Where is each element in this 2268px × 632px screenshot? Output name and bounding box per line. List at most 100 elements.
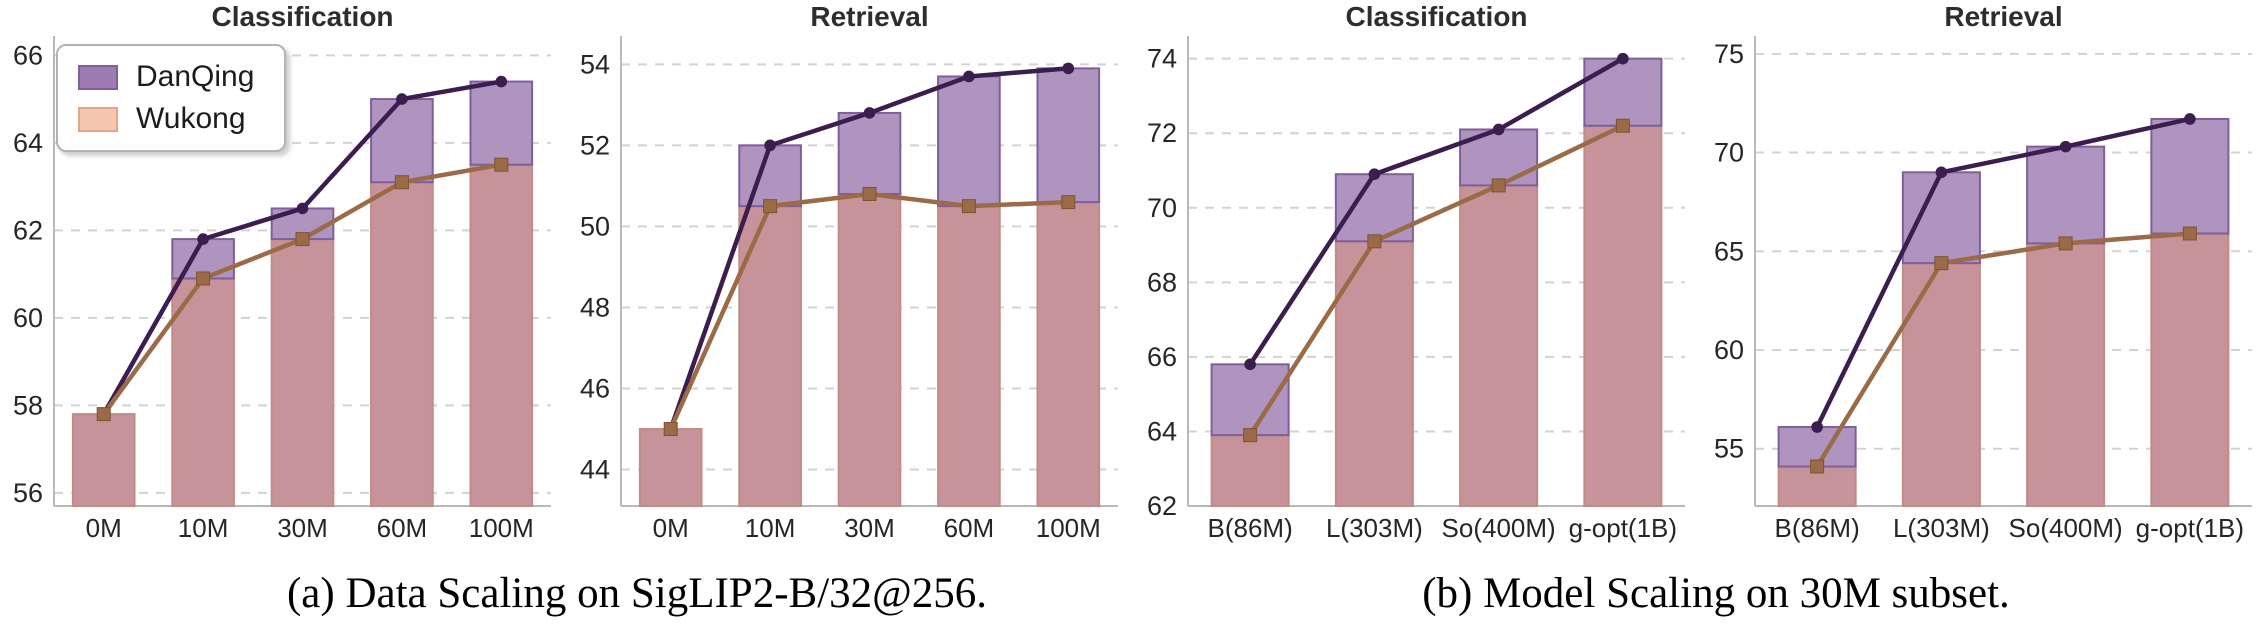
chart-title: Retrieval [1944,1,2062,32]
y-tick-label: 48 [580,292,610,322]
danqing-bar [370,98,434,184]
wukong-bar [1583,124,1663,508]
wukong-marker [96,407,111,422]
y-tick-label: 66 [13,40,43,70]
wukong-marker [663,422,678,437]
x-tick-label: 30M [277,513,328,543]
captions-row: (a) Data Scaling on SigLIP2-B/32@256. (b… [0,554,2268,632]
x-tick-label: So(400M) [1442,513,1556,543]
wukong-bar [1459,184,1539,507]
panel-model-scaling-retrieval: 55 60 65 70 75 B(86M) L(303M) So(400M) g-opt(1B)… [1701,0,2268,554]
wukong-bar [937,205,1001,507]
danqing-bar [1901,171,1981,265]
danqing-marker [764,139,776,152]
caption-b: (b) Model Scaling on 30M subset. [1422,569,2010,617]
y-tick-label: 68 [1147,267,1177,297]
danqing-bar [1036,67,1101,204]
bars [71,80,534,507]
y-tick-label: 70 [1147,193,1177,223]
x-tick-labels: B(86M) L(303M) So(400M) g-opt(1B) [1208,513,1678,543]
y-tick-label: 70 [1714,138,1744,168]
wukong-marker [1934,256,1949,271]
chart-title: Classification [1345,1,1527,32]
danqing-bar [937,75,1001,208]
y-tick-label: 60 [13,303,43,333]
danqing-marker [1617,52,1629,65]
markers [1243,52,1630,443]
y-tick-label: 46 [580,373,610,403]
x-tick-label: 60M [377,513,428,543]
wukong-bar [2150,232,2230,507]
y-tick-label: 50 [580,211,610,241]
wukong-bar [1210,434,1290,507]
x-tick-labels: 0M 10M 30M 60M 100M [653,513,1101,543]
danqing-line [1814,116,2193,430]
danqing-marker [2184,113,2196,125]
x-tick-label: g-opt(1B) [1569,513,1677,543]
wukong-marker [196,271,211,286]
x-tick-label: 30M [844,513,895,543]
y-tick-label: 55 [1714,434,1744,464]
x-tick-label: 60M [944,513,995,543]
wukong-bar [171,277,235,507]
wukong-marker [1491,178,1506,193]
legend-item-danqing: DanQing [78,62,254,92]
y-tick-label: 54 [580,49,610,79]
legend: DanQing Wukong [56,44,287,152]
retrieval-data-scaling-chart: 44 46 48 50 52 54 0M 10M 30M 60M 100M Retrieval [580,1,1118,543]
y-tick-labels: 44 46 48 50 52 54 [580,49,610,484]
danqing-marker [1811,421,1823,433]
gridlines [54,54,551,494]
markers [1810,113,2197,474]
danqing-marker [2059,140,2072,153]
danqing-bar [2026,145,2106,245]
y-tick-labels: 56 58 60 62 64 66 [13,40,43,508]
danqing-marker [296,202,309,215]
wukong-marker [2058,236,2073,251]
x-tick-label: 10M [745,513,796,543]
wukong-marker [2182,226,2197,241]
danqing-marker [1368,168,1381,181]
chart-title: Retrieval [810,1,928,32]
danqing-bar [2150,117,2230,235]
caption-a: (a) Data Scaling on SigLIP2-B/32@256. [286,569,988,617]
x-tick-label: B(86M) [1775,513,1860,543]
markers [96,75,509,422]
markers [663,62,1076,437]
danqing-marker [863,107,876,119]
x-tick-label: B(86M) [1208,513,1293,543]
wukong-line [1814,231,2193,469]
x-tick-label: 0M [86,513,122,543]
wukong-bar [270,238,335,507]
wukong-marker [961,199,976,214]
y-tick-label: 74 [1147,44,1177,74]
classification-data-scaling-chart: 56 58 60 62 64 66 0M 10M 30M 60M 100M Classificatio… [13,1,551,543]
danqing-line [1247,56,1626,367]
y-tick-label: 58 [13,390,43,420]
wukong-marker [862,186,877,201]
wukong-marker [1810,459,1825,474]
wukong-marker [494,157,509,172]
panel-data-scaling-retrieval: 44 46 48 50 52 54 0M 10M 30M 60M 100M Retrieval [567,0,1134,554]
y-tick-label: 52 [580,130,610,160]
x-tick-labels: B(86M) L(303M) So(400M) g-opt(1B) [1775,513,2245,543]
x-tick-label: L(303M) [1893,513,1990,543]
classification-model-scaling-chart: 62 64 66 68 70 72 74 B(86M) L(303M) So(400M) g-opt… [1147,1,1685,543]
danqing-marker [1244,358,1256,371]
x-tick-label: 10M [178,513,229,543]
legend-label-danqing: DanQing [136,60,255,93]
y-tick-label: 64 [1147,416,1177,446]
x-tick-label: L(303M) [1326,513,1423,543]
danqing-marker [1935,166,1948,179]
danqing-marker [495,75,508,88]
x-tick-label: 100M [469,513,534,543]
wukong-bar [71,413,136,507]
y-tick-label: 44 [580,455,610,485]
wukong-marker [394,175,409,190]
danqing-marker [963,70,975,83]
danqing-bar [1583,57,1663,127]
wukong-bar [837,192,902,507]
wukong-bar [2026,242,2106,508]
y-tick-labels: 62 64 66 68 70 72 74 [1147,44,1177,521]
